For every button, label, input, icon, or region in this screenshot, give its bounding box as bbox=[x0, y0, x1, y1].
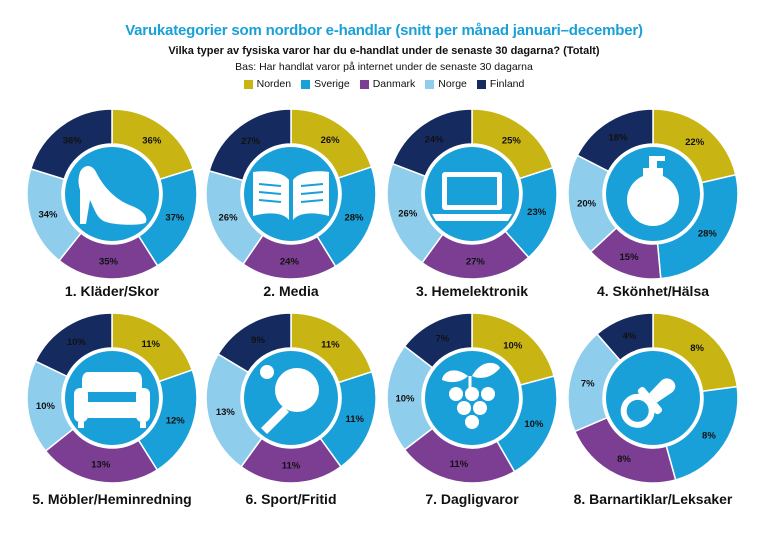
chart-subtitle: Vilka typer av fysiska varor har du e-ha… bbox=[168, 45, 600, 57]
legend-swatch bbox=[301, 79, 311, 89]
legend-swatch bbox=[359, 79, 369, 89]
ping-pong-paddle-icon bbox=[260, 365, 319, 434]
segment-label: 13% bbox=[91, 460, 111, 471]
category-label: 3. Hemelektronik bbox=[416, 283, 528, 299]
donut-6: 11% 11% 11% 13% 9% 6. Sport/Fritid bbox=[205, 312, 377, 507]
chart-title: Varukategorier som nordbor e-handlar (sn… bbox=[125, 22, 643, 39]
legend-label: Sverige bbox=[314, 78, 350, 90]
category-label: 7. Dagligvaror bbox=[425, 491, 519, 507]
segment-label: 8% bbox=[690, 343, 704, 354]
segment-label: 4% bbox=[623, 331, 637, 342]
segment-label: 26% bbox=[219, 212, 239, 223]
legend-label: Norge bbox=[438, 78, 467, 90]
segment-label: 12% bbox=[166, 416, 186, 427]
pacifier-icon bbox=[620, 378, 676, 428]
segment-label: 7% bbox=[581, 379, 595, 390]
donut-8: 8% 8% 8% 7% 4% 8. Barnartiklar/Leksaker bbox=[567, 312, 739, 507]
open-book-icon bbox=[253, 171, 329, 220]
segment-label: 22% bbox=[685, 137, 705, 148]
segment-label: 11% bbox=[282, 461, 301, 472]
donut-5: 11% 12% 13% 10% 10% 5. Möbler/Heminredning bbox=[26, 312, 198, 507]
category-label: 5. Möbler/Heminredning bbox=[32, 491, 191, 507]
segment-label: 26% bbox=[398, 209, 418, 220]
donut-segment-finland bbox=[403, 312, 473, 369]
donut-segment-finland bbox=[217, 312, 292, 374]
legend-swatch bbox=[425, 79, 435, 89]
legend-swatch bbox=[476, 79, 486, 89]
segment-label: 20% bbox=[577, 199, 597, 210]
legend-label: Danmark bbox=[372, 78, 416, 90]
segment-label: 26% bbox=[321, 135, 341, 146]
legend-item-norden: Norden bbox=[243, 78, 292, 90]
legend-item-danmark: Danmark bbox=[359, 78, 416, 90]
segment-label: 11% bbox=[450, 459, 469, 470]
segment-label: 25% bbox=[502, 135, 522, 146]
grapes-icon bbox=[442, 362, 500, 429]
donut-center bbox=[244, 147, 338, 241]
donut-segment-finland bbox=[208, 108, 292, 182]
legend-label: Norden bbox=[256, 78, 292, 90]
segment-label: 18% bbox=[609, 132, 629, 143]
segment-label: 11% bbox=[345, 414, 364, 425]
donut-7: 10% 10% 11% 10% 7% 7. Dagligvaror bbox=[386, 312, 558, 507]
donut-segment-finland bbox=[576, 108, 654, 173]
segment-label: 13% bbox=[216, 407, 236, 418]
donut-segment-finland bbox=[34, 312, 113, 378]
segment-label: 10% bbox=[67, 337, 87, 348]
segment-label: 28% bbox=[698, 229, 718, 240]
segment-label: 10% bbox=[503, 340, 523, 351]
segment-label: 11% bbox=[142, 339, 161, 350]
segment-label: 8% bbox=[702, 430, 716, 441]
armchair-icon bbox=[74, 372, 150, 428]
segment-label: 23% bbox=[527, 207, 547, 218]
donut-1: 36% 37% 35% 34% 36% 1. Kläder/Skor bbox=[26, 108, 198, 299]
segment-label: 36% bbox=[142, 136, 162, 147]
category-label: 4. Skönhet/Hälsa bbox=[597, 283, 709, 299]
segment-label: 10% bbox=[36, 401, 56, 412]
segment-label: 27% bbox=[466, 256, 486, 267]
legend: Norden Sverige Danmark Norge Finland bbox=[0, 78, 768, 90]
legend-swatch bbox=[243, 79, 253, 89]
segment-label: 35% bbox=[99, 256, 119, 267]
donut-segment-finland bbox=[391, 108, 473, 178]
donut-segment-finland bbox=[29, 108, 113, 181]
segment-label: 24% bbox=[280, 256, 300, 267]
donut-3: 25% 23% 27% 26% 24% 3. Hemelektronik bbox=[386, 108, 558, 299]
category-label: 1. Kläder/Skor bbox=[65, 283, 160, 299]
segment-label: 36% bbox=[63, 136, 83, 147]
legend-item-norge: Norge bbox=[425, 78, 467, 90]
laptop-icon bbox=[432, 172, 512, 221]
category-label: 2. Media bbox=[263, 283, 318, 299]
segment-label: 34% bbox=[38, 209, 58, 220]
legend-label: Finland bbox=[489, 78, 525, 90]
segment-label: 7% bbox=[435, 333, 449, 344]
segment-label: 10% bbox=[395, 394, 415, 405]
donut-2: 26% 28% 24% 26% 27% 2. Media bbox=[205, 108, 377, 299]
high-heel-shoe-icon bbox=[78, 166, 147, 225]
category-label: 8. Barnartiklar/Leksaker bbox=[574, 491, 733, 507]
segment-label: 28% bbox=[344, 212, 364, 223]
donut-4: 22% 28% 15% 20% 18% 4. Skönhet/Hälsa bbox=[567, 108, 739, 299]
donut-segment-finland bbox=[596, 312, 654, 362]
segment-label: 27% bbox=[241, 136, 261, 147]
segment-label: 10% bbox=[524, 419, 544, 430]
category-label: 6. Sport/Fritid bbox=[246, 491, 337, 507]
legend-item-sverige: Sverige bbox=[301, 78, 350, 90]
base-note: Bas: Har handlat varor på internet under… bbox=[235, 61, 533, 73]
legend-item-finland: Finland bbox=[476, 78, 525, 90]
segment-label: 9% bbox=[251, 335, 265, 346]
segment-label: 37% bbox=[165, 213, 185, 224]
segment-label: 8% bbox=[617, 454, 631, 465]
lotion-bottle-icon bbox=[627, 156, 679, 226]
segment-label: 15% bbox=[620, 252, 640, 263]
segment-label: 11% bbox=[321, 339, 340, 350]
segment-label: 24% bbox=[424, 134, 444, 145]
